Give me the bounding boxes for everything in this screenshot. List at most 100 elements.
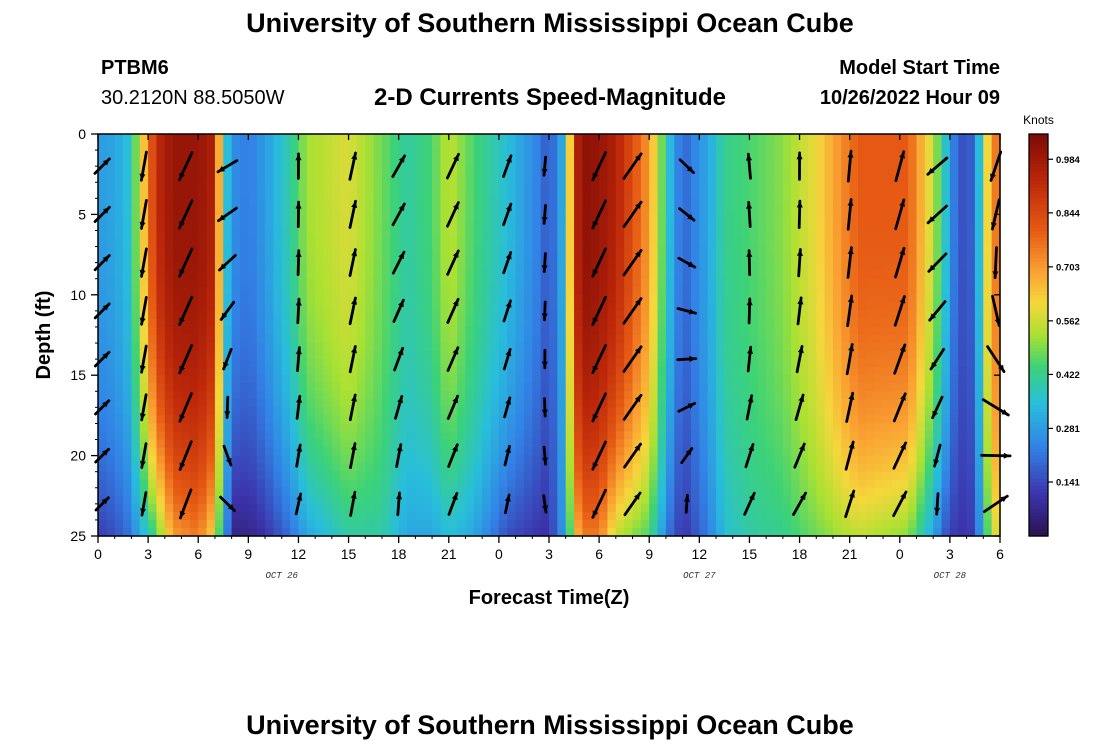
heat-cell xyxy=(607,375,617,384)
heat-cell xyxy=(615,222,625,232)
heat-cell xyxy=(473,214,483,224)
heat-cell xyxy=(716,495,725,505)
heat-cell xyxy=(757,230,767,240)
heat-cell xyxy=(891,407,901,416)
heat-cell xyxy=(657,142,667,151)
heat-cell xyxy=(766,246,776,256)
heat-cell xyxy=(273,190,283,199)
heat-cell xyxy=(432,174,442,183)
heat-cell xyxy=(649,230,659,240)
heat-cell xyxy=(724,286,734,296)
heat-cell xyxy=(749,351,759,360)
heat-cell xyxy=(265,383,274,392)
heat-cell xyxy=(799,158,809,167)
heat-cell xyxy=(448,455,458,465)
heat-cell xyxy=(273,487,283,497)
heat-cell xyxy=(924,415,934,425)
heat-cell xyxy=(782,527,792,537)
heat-cell xyxy=(98,302,107,312)
heat-cell xyxy=(490,519,500,529)
heat-cell xyxy=(724,278,734,288)
heat-cell xyxy=(799,463,809,473)
heat-cell xyxy=(123,335,133,344)
heat-cell xyxy=(482,359,492,368)
heat-cell xyxy=(248,487,258,497)
heat-cell xyxy=(565,262,575,272)
heat-cell xyxy=(707,134,717,143)
heat-cell xyxy=(348,487,358,497)
heat-cell xyxy=(908,150,918,159)
heat-cell xyxy=(448,134,458,143)
heat-cell xyxy=(741,343,751,352)
heat-cell xyxy=(265,286,274,296)
heat-cell xyxy=(866,182,876,191)
heat-cell xyxy=(440,150,450,159)
heat-cell xyxy=(340,326,350,336)
heat-cell xyxy=(624,230,634,240)
heat-cell xyxy=(858,206,867,215)
heat-cell xyxy=(757,431,767,441)
heat-cell xyxy=(457,302,467,312)
heat-cell xyxy=(256,479,266,489)
heat-cell xyxy=(306,407,316,416)
heat-cell xyxy=(899,278,909,288)
heat-cell xyxy=(799,527,809,537)
heat-cell xyxy=(498,142,508,151)
heat-cell xyxy=(198,367,208,376)
heat-cell xyxy=(540,318,550,328)
heat-cell xyxy=(523,487,533,497)
heat-cell xyxy=(265,238,274,248)
heat-cell xyxy=(883,198,893,207)
heat-cell xyxy=(356,302,366,312)
heat-cell xyxy=(674,150,684,159)
heat-cell xyxy=(290,134,300,143)
heat-cell xyxy=(557,222,567,232)
heat-cell xyxy=(432,391,442,400)
heat-cell xyxy=(549,375,558,384)
heat-cell xyxy=(106,166,116,175)
heat-cell xyxy=(315,222,325,232)
heat-cell xyxy=(632,495,642,505)
heat-cell xyxy=(148,150,158,159)
heat-cell xyxy=(348,246,358,256)
heat-cell xyxy=(841,182,851,191)
heat-cell xyxy=(582,230,592,240)
heat-cell xyxy=(123,479,133,489)
heat-cell xyxy=(390,519,400,529)
heat-cell xyxy=(465,246,475,256)
heat-cell xyxy=(908,190,918,199)
heat-cell xyxy=(565,431,575,441)
heat-cell xyxy=(599,503,609,513)
heat-cell xyxy=(841,423,851,433)
heat-cell xyxy=(766,487,776,497)
heat-cell xyxy=(256,383,266,392)
heat-cell xyxy=(173,375,183,384)
heat-cell xyxy=(490,351,500,360)
heat-cell xyxy=(557,262,567,272)
heat-cell xyxy=(532,479,542,489)
heat-cell xyxy=(883,487,893,497)
heat-cell xyxy=(582,463,592,473)
heat-cell xyxy=(273,495,283,505)
heat-cell xyxy=(523,463,533,473)
heat-cell xyxy=(690,487,700,497)
heat-cell xyxy=(356,134,366,143)
heat-cell xyxy=(649,415,659,425)
heat-cell xyxy=(791,399,801,408)
heat-cell xyxy=(507,391,517,400)
heat-cell xyxy=(173,431,183,441)
heat-cell xyxy=(98,343,107,352)
heat-cell xyxy=(590,286,600,296)
heat-cell xyxy=(164,238,174,248)
heat-cell xyxy=(123,359,133,368)
heat-cell xyxy=(799,495,809,505)
heat-cell xyxy=(866,423,876,433)
heat-cell xyxy=(281,511,291,521)
heat-cell xyxy=(674,343,684,352)
heat-cell xyxy=(164,158,174,167)
heat-cell xyxy=(265,166,274,175)
heat-cell xyxy=(690,479,700,489)
heat-cell xyxy=(223,206,233,215)
heat-cell xyxy=(331,326,341,336)
heat-cell xyxy=(699,423,709,433)
